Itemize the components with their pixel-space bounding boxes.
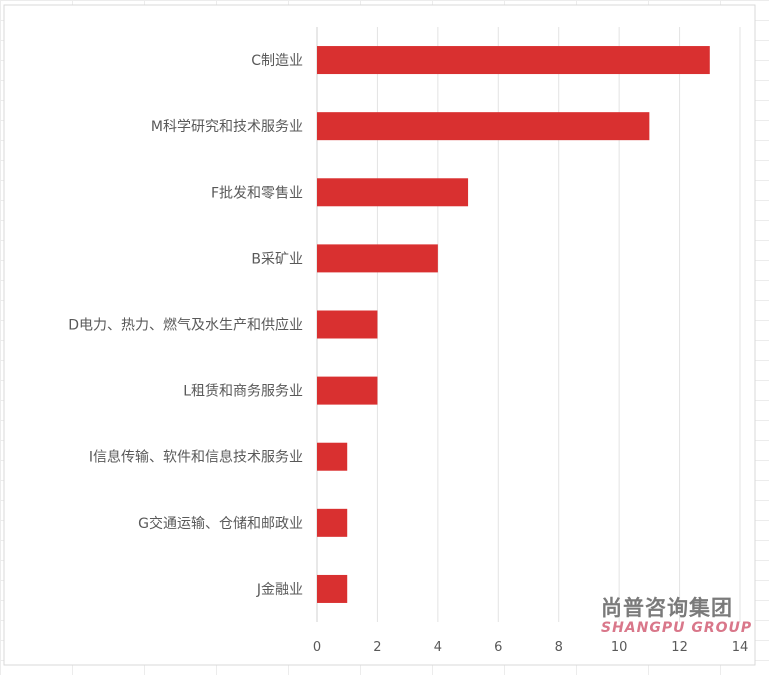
x-tick-label: 12 bbox=[671, 640, 688, 655]
x-tick-label: 4 bbox=[434, 640, 442, 655]
bar bbox=[317, 178, 469, 207]
bar bbox=[317, 310, 378, 339]
category-label: B采矿业 bbox=[251, 251, 303, 267]
category-label: G交通运输、仓储和邮政业 bbox=[138, 515, 303, 532]
category-label: I信息传输、软件和信息技术服务业 bbox=[89, 449, 303, 466]
category-label: F批发和零售业 bbox=[211, 185, 303, 201]
bar bbox=[317, 244, 438, 273]
x-tick-label: 10 bbox=[611, 640, 628, 655]
category-label: M科学研究和技术服务业 bbox=[151, 119, 303, 135]
category-label: D电力、热力、燃气及水生产和供应业 bbox=[68, 317, 303, 334]
x-tick-label: 2 bbox=[373, 640, 381, 655]
x-tick-label: 6 bbox=[494, 640, 502, 655]
chart-area bbox=[3, 4, 756, 666]
bar bbox=[317, 46, 710, 75]
bar bbox=[317, 442, 348, 471]
bar bbox=[317, 376, 378, 405]
category-label: C制造业 bbox=[251, 53, 303, 69]
x-tick-label: 14 bbox=[732, 640, 749, 655]
x-tick-label: 8 bbox=[555, 640, 563, 655]
bar bbox=[317, 112, 650, 141]
bar bbox=[317, 508, 348, 537]
category-label: J金融业 bbox=[256, 582, 303, 598]
x-tick-label: 0 bbox=[313, 640, 321, 655]
category-label: L租赁和商务服务业 bbox=[183, 384, 303, 400]
bar bbox=[317, 574, 348, 603]
